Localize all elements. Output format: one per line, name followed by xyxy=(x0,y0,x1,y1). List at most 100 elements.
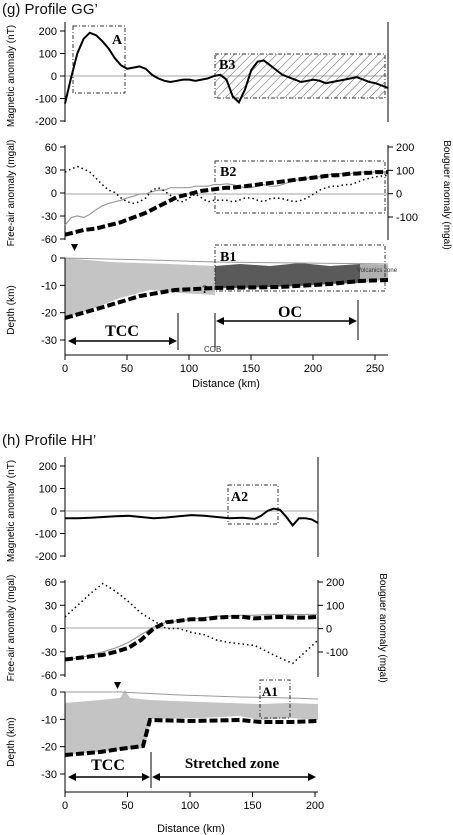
g-mag-y-tick-label: -200 xyxy=(35,116,57,128)
h-depth-y-tick-label: 0 xyxy=(51,687,57,699)
h-mag-y-tick-label: 100 xyxy=(39,484,57,496)
h-mag-y-tick-label: -100 xyxy=(35,529,57,541)
h-box-a1 xyxy=(259,679,291,719)
g-x-tick-label: 150 xyxy=(242,363,260,375)
h-mag-y-tick-label: 0 xyxy=(51,506,57,518)
g-x-tick-label: 100 xyxy=(180,363,198,375)
g-label-a: A xyxy=(112,33,123,48)
g-b3-hatch xyxy=(214,53,386,99)
h-moho xyxy=(64,717,319,757)
h-box-a2 xyxy=(227,484,279,525)
g-label-question: ? xyxy=(202,282,208,296)
g-site-marker xyxy=(71,244,78,251)
g-bouguer-dashed-series xyxy=(64,170,388,237)
h-freeair-thin-series xyxy=(64,613,318,661)
h-xlabel: Distance (km) xyxy=(157,823,225,835)
g-depth-y-tick-label: -10 xyxy=(41,280,57,292)
g-xlabel: Distance (km) xyxy=(192,378,260,390)
g-grav-ylabel: Free-air anomaly (mgal) xyxy=(6,140,17,247)
h-depth-y-tick-label: -10 xyxy=(41,714,57,726)
g-crust-light xyxy=(65,258,215,318)
g-depth-y-tick-label: -30 xyxy=(41,335,57,347)
g-grav-y2-tick-label: 0 xyxy=(396,189,402,201)
panel-g-gravity: Free-air anomaly (mgal) Bouguer anomaly … xyxy=(6,140,452,250)
panel-h-gravity: Free-air anomaly (mgal) Bouguer anomaly … xyxy=(6,573,388,683)
g-box-a xyxy=(72,25,126,94)
h-grav-y-tick-label: -30 xyxy=(41,647,57,659)
h-x-tick-label: 200 xyxy=(306,800,324,812)
panel-h-title: (h) Profile HH’ xyxy=(2,432,96,449)
h-grav-y-tick-label: 30 xyxy=(45,600,57,612)
h-grav-y2-tick-label: 0 xyxy=(326,624,332,636)
g-mag-y-tick-label: -100 xyxy=(35,94,57,106)
g-grav-y-tick-label: -30 xyxy=(41,211,57,223)
h-x-tick-label: 50 xyxy=(121,800,133,812)
g-x-tick-label: 0 xyxy=(62,363,68,375)
h-grav-y2-tick-label: 100 xyxy=(326,600,344,612)
h-grav-y-tick-label: 0 xyxy=(51,624,57,636)
h-grav-y-tick-label: 60 xyxy=(45,577,57,589)
h-x-tick-label: 0 xyxy=(62,800,68,812)
panel-h-depth: Depth (km) 0 -10 -20 -30 0 50 100 150 200 A1 TCC… xyxy=(6,679,324,835)
h-bouguer-dashed-series xyxy=(64,614,319,662)
g-moho xyxy=(64,278,389,320)
h-label-tcc: TCC xyxy=(91,757,125,774)
g-label-b2: B2 xyxy=(220,165,236,180)
h-mag-ylabel: Magnetic anomaly (nT) xyxy=(6,460,17,562)
g-mag-series xyxy=(64,31,389,105)
g-box-b1 xyxy=(214,244,386,292)
panel-h-magnetic: Magnetic anomaly (nT) 200 100 0 -100 -200 A2 xyxy=(6,457,319,563)
h-label-a2: A2 xyxy=(231,490,248,505)
g-depth-y-tick-label: 0 xyxy=(51,253,57,265)
g-label-oc: OC xyxy=(278,304,302,321)
panel-g-depth: Depth (km) 0-10-20-300 50 100 150 200 250 B1 … xyxy=(6,244,398,390)
g-mag-y-tick-label: 200 xyxy=(39,26,57,38)
g-mag-ylabel: Magnetic anomaly (nT) xyxy=(6,25,17,127)
g-grav-y2-tick-label: 100 xyxy=(396,165,414,177)
h-label-a1: A1 xyxy=(262,684,278,699)
g-grav-y-tick-label: -60 xyxy=(41,234,57,246)
g-grav-y2-tick-label: -100 xyxy=(396,212,418,224)
h-mag-series xyxy=(65,507,319,527)
h-grav-y2label: Bouguer anomaly (mgal) xyxy=(377,573,388,683)
h-grav-ylabel: Free-air anomaly (mgal) xyxy=(6,575,17,682)
g-grav-y-tick-label: 30 xyxy=(45,165,57,177)
h-depth-ylabel: Depth (km) xyxy=(6,717,17,766)
g-freeair-thin-series xyxy=(64,171,388,226)
h-x-tick-label: 100 xyxy=(181,800,199,812)
h-mag-y-tick-label: 200 xyxy=(39,461,57,473)
g-grav-y-tick-label: 60 xyxy=(45,142,57,154)
g-label-cob: COB xyxy=(204,345,221,354)
g-depth-ylabel: Depth (km) xyxy=(6,285,17,334)
h-x-tick-label: 150 xyxy=(243,800,261,812)
h-grav-y2-tick-label: -100 xyxy=(326,647,348,659)
h-grav-y-tick-label: -60 xyxy=(41,670,57,682)
g-grav-y-tick-label: 0 xyxy=(51,188,57,200)
g-label-volcanics: Volcanics zone xyxy=(357,268,398,274)
g-box-b2 xyxy=(214,160,386,214)
panel-g-title: (g) Profile GG’ xyxy=(2,1,98,18)
h-mag-y-tick-label: -200 xyxy=(35,551,57,563)
g-mag-y-tick-label: 100 xyxy=(39,49,57,61)
g-mag-y-tick-label: 0 xyxy=(51,71,57,83)
g-grav-y2label: Bouguer anomaly (mgal) xyxy=(441,140,452,250)
h-depth-y-tick-label: -20 xyxy=(41,742,57,754)
h-label-stretched: Stretched zone xyxy=(185,756,280,772)
h-dotted-series xyxy=(64,582,319,665)
h-grav-y2-tick-label: 200 xyxy=(326,577,344,589)
h-crust-light xyxy=(65,690,318,755)
g-label-b3: B3 xyxy=(219,58,235,73)
g-x-tick-label: 250 xyxy=(366,363,384,375)
g-dotted-series xyxy=(64,165,389,205)
h-seafloor xyxy=(65,691,319,700)
g-depth-y-tick-label: -20 xyxy=(41,308,57,320)
h-site-marker xyxy=(114,682,121,689)
g-grav-y2-tick-label: 200 xyxy=(396,142,414,154)
g-x-tick-label: 200 xyxy=(304,363,322,375)
g-label-b1: B1 xyxy=(220,250,236,265)
g-label-tcc: TCC xyxy=(105,323,139,340)
g-x-tick-label: 50 xyxy=(121,363,133,375)
h-depth-y-tick-label: -30 xyxy=(41,769,57,781)
